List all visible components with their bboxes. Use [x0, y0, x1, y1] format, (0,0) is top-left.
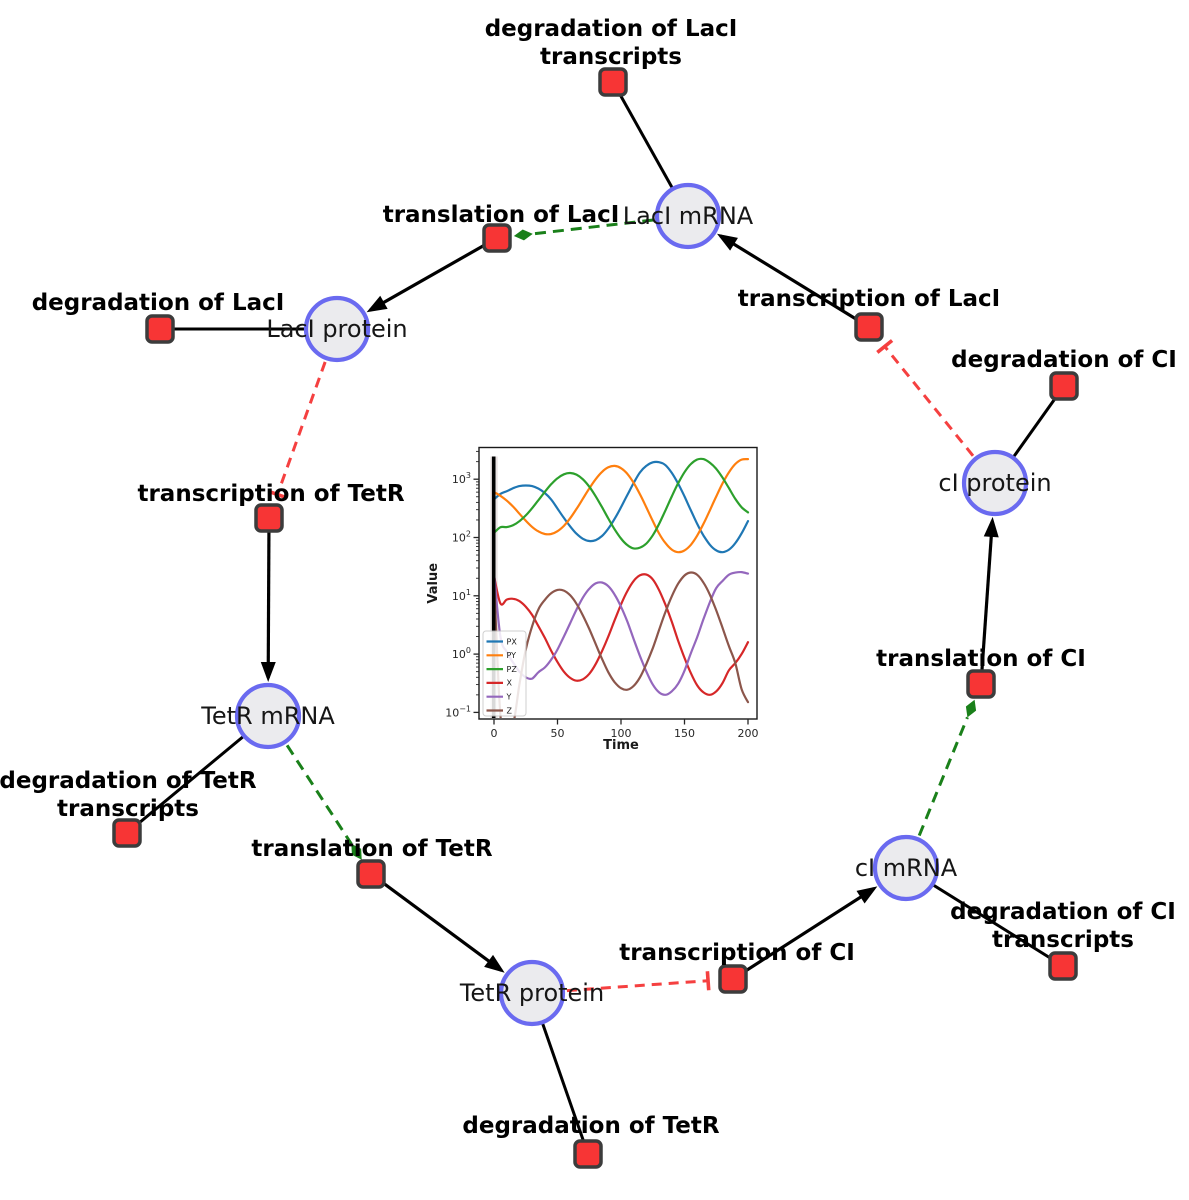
reaction-label-tc_TetR: transcription of TetR: [137, 481, 404, 507]
chart-legend: PX PY PZ XYZ: [482, 630, 527, 717]
reaction-node-tl_LacI: [482, 223, 512, 253]
series-line-PY: [492, 457, 750, 554]
species-node-LacI_protein: [303, 295, 371, 363]
species-node-TetR_mRNA: [234, 682, 302, 750]
nodes-layer: [112, 67, 1079, 1169]
reaction-node-tc_TetR: [254, 503, 284, 533]
species-node-TetR_protein: [498, 959, 566, 1027]
species-node-cI_protein: [961, 449, 1029, 517]
reaction-label-deg_LacI_tx-line2: transcripts: [540, 44, 682, 70]
reaction-node-tc_CI: [718, 964, 748, 994]
species-label-cI_protein: cI protein: [938, 469, 1051, 497]
x-tick-label: 150: [674, 727, 695, 740]
legend-label-X: X: [507, 679, 513, 688]
reaction-label-tl_CI: translation of CI: [876, 646, 1086, 672]
reaction-node-deg_CI_tx: [1048, 951, 1078, 981]
chart-x-axis-label: Time: [603, 738, 639, 753]
chart-spines: [478, 446, 758, 720]
reaction-label-tl_LacI: translation of LacI: [383, 202, 620, 228]
arrowhead-icon: [856, 886, 878, 904]
edge-modifier-TetR_mRNA-tl_TetR: [285, 744, 353, 845]
tee-inhibitor-icon: [705, 971, 711, 991]
series-layer: [492, 457, 750, 718]
legend-label-PX: PX: [507, 637, 518, 646]
reaction-label-deg_LacI_tx-line1: degradation of LacI: [485, 16, 738, 42]
series-line-Y: [492, 570, 750, 696]
species-label-cI_mRNA: cI mRNA: [855, 854, 958, 882]
reaction-label-deg_TetR_tx-line1: degradation of TetR: [0, 768, 257, 794]
arrowhead-icon: [484, 954, 505, 973]
x-tick-label: 200: [738, 727, 759, 740]
y-tick-label: 10−1: [445, 704, 471, 719]
reaction-node-deg_TetR: [573, 1139, 603, 1169]
species-label-LacI_protein: LacI protein: [266, 315, 407, 343]
edge-arrow-tl_TetR-TetR_protein: [370, 872, 503, 972]
reaction-label-deg_CI_tx-line2: transcripts: [992, 927, 1134, 953]
series-line-Z: [492, 571, 750, 718]
arrowhead-icon: [260, 661, 276, 683]
tee-inhibitor-icon: [267, 489, 288, 500]
arrowhead-icon: [716, 233, 738, 251]
edge-arrow-tc_TetR-TetR_mRNA: [266, 517, 271, 679]
y-tick-label: 103: [452, 471, 471, 486]
legend-box: [482, 630, 527, 717]
species-node-LacI_mRNA: [654, 182, 722, 250]
reaction-label-deg_LacI: degradation of LacI: [32, 290, 285, 316]
reaction-node-deg_TetR_tx: [112, 818, 142, 848]
x-tick-label: 0: [491, 727, 498, 740]
tee-inhibitor-icon: [876, 339, 894, 354]
reaction-label-tl_TetR: translation of TetR: [251, 836, 492, 862]
reaction-label-tc_LacI: transcription of LacI: [738, 286, 1001, 312]
edge-inhibit-TetR_protein-tc_CI: [566, 979, 709, 993]
legend-label-PY: PY: [507, 651, 517, 660]
edge-arrow-tc_CI-cI_mRNA: [732, 887, 875, 981]
reaction-node-deg_LacI_tx: [598, 67, 628, 97]
legend-label-Z: Z: [507, 706, 513, 715]
species-label-TetR_mRNA: TetR mRNA: [200, 702, 335, 730]
edge-modifier-cI_mRNA-tl_CI: [917, 716, 969, 837]
inset-chart: 0 50 100 150 20010−1100101102103TimeValuePXP…: [426, 446, 759, 753]
edge-modifier-LacI_mRNA-tl_LacI: [532, 218, 654, 236]
species-label-TetR_protein: TetR protein: [459, 979, 604, 1007]
arrowhead-icon: [983, 516, 999, 538]
reaction-node-tl_CI: [966, 669, 996, 699]
reaction-label-deg_CI_tx-line1: degradation of CI: [950, 899, 1176, 925]
y-tick-label: 100: [452, 646, 471, 661]
legend-label-PZ: PZ: [507, 665, 518, 674]
edge-inhibit-cI_protein-tc_LacI: [883, 345, 975, 457]
labels-layer: LacI mRNA LacI protein cI protein TetR mRNA…: [0, 16, 1177, 1139]
reaction-label-deg_TetR: degradation of TetR: [462, 1113, 719, 1139]
x-tick-label: 100: [611, 727, 632, 740]
reaction-label-tc_CI: transcription of CI: [619, 940, 855, 966]
reaction-label-deg_CI: degradation of CI: [951, 347, 1177, 373]
reaction-node-tl_TetR: [356, 859, 386, 889]
edge-inhibit-LacI_protein-tc_TetR: [276, 361, 327, 495]
diamond-arrowhead-icon: [513, 229, 533, 241]
species-label-LacI_mRNA: LacI mRNA: [623, 202, 754, 230]
arrowhead-icon: [366, 295, 388, 313]
diamond-arrowhead-icon: [351, 843, 362, 860]
chart-y-axis-label: Value: [426, 563, 441, 604]
species-node-cI_mRNA: [872, 834, 940, 902]
x-tick-label: 50: [551, 727, 565, 740]
series-line-PX: [492, 460, 750, 554]
edge-arrow-tc_LacI-LacI_mRNA: [719, 234, 870, 329]
reaction-node-tc_LacI: [854, 312, 884, 342]
edge-arrow-tl_LacI-LacI_protein: [369, 236, 498, 312]
legend-label-Y: Y: [506, 693, 512, 702]
diamond-arrowhead-icon: [965, 699, 977, 718]
edge-arrow-tl_CI-cI_protein: [979, 520, 994, 685]
y-tick-label: 102: [452, 530, 471, 545]
y-tick-label: 101: [452, 588, 471, 603]
reaction-node-deg_CI: [1049, 371, 1079, 401]
reaction-node-deg_LacI: [145, 314, 175, 344]
reaction-label-deg_TetR_tx-line2: transcripts: [57, 796, 199, 822]
series-line-PZ: [492, 457, 750, 550]
